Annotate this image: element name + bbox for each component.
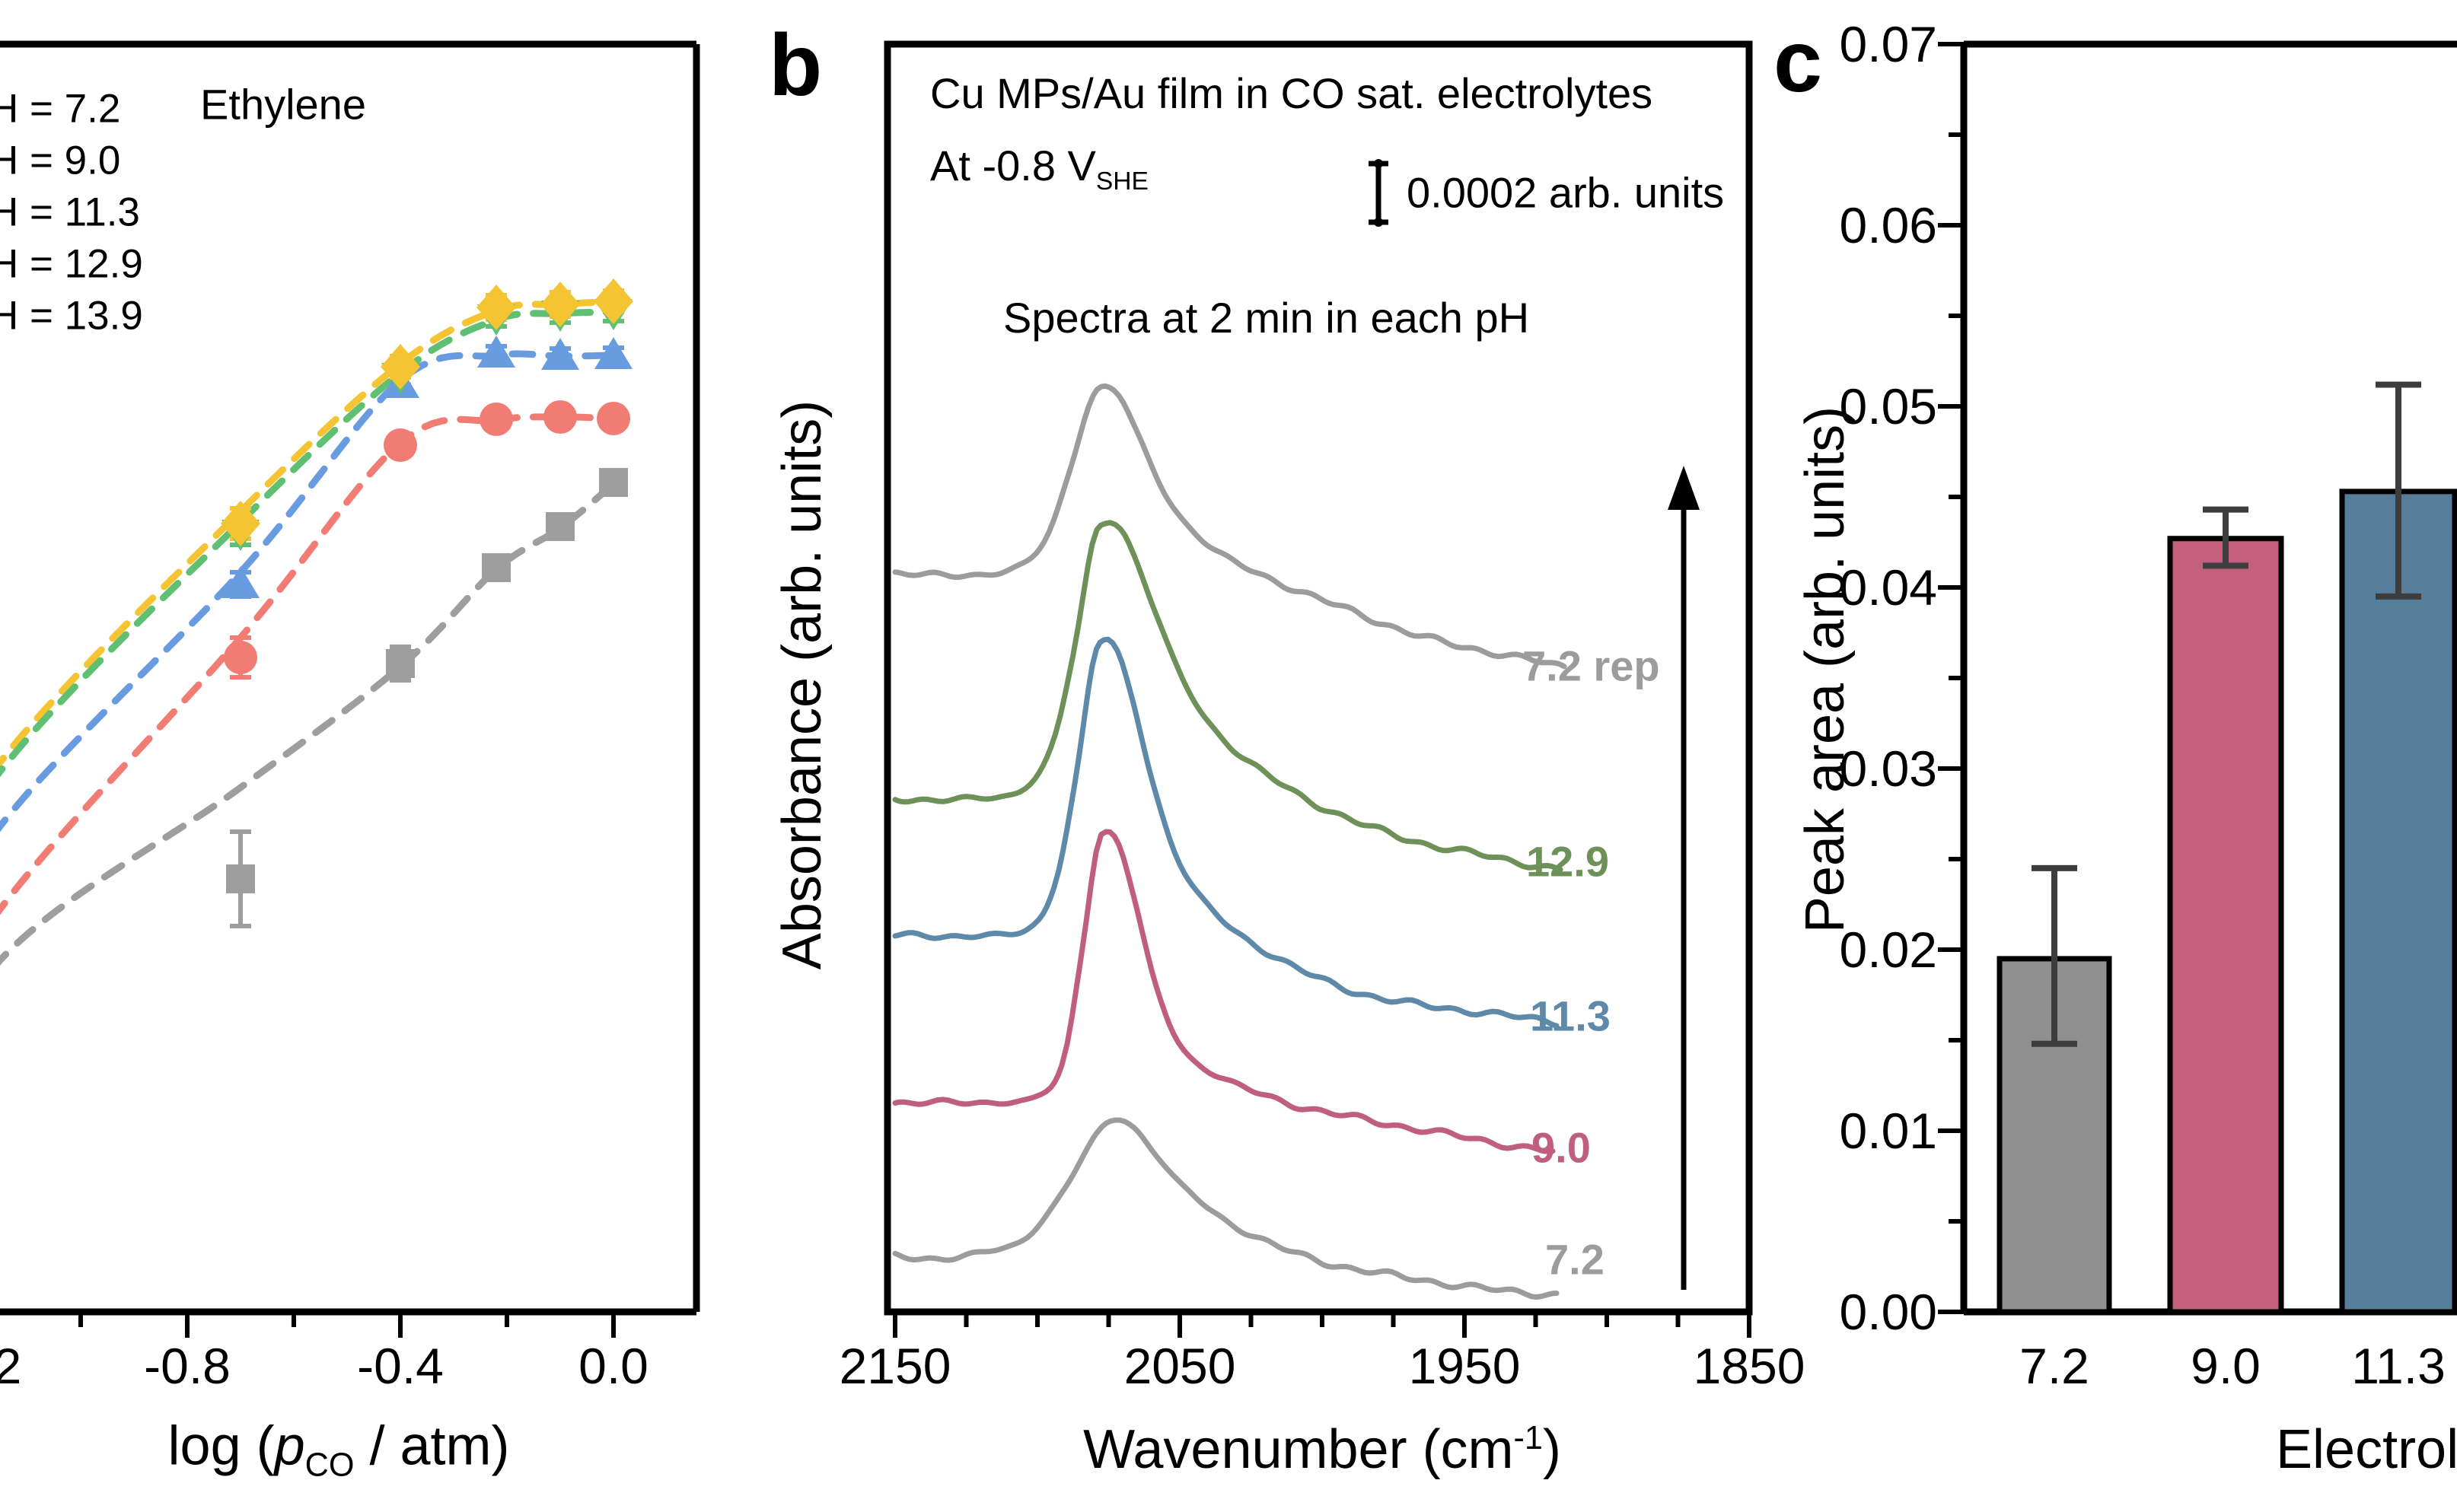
xlabel-a-pre: log ( <box>167 1415 275 1477</box>
up-arrow-icon <box>1668 466 1700 1290</box>
panel-b-xtick-1: 2050 <box>1123 1338 1236 1394</box>
legend-item-3: H = 12.9 <box>0 241 143 287</box>
legend-item-2: H = 11.3 <box>0 189 140 235</box>
panel-c-xtick-2: 11.3 <box>2351 1338 2446 1394</box>
panel-c-xtick-1: 9.0 <box>2191 1338 2261 1394</box>
panel-b-xtick-3: 1850 <box>1693 1338 1805 1394</box>
panel-c-ytick-0.06: 0.06 <box>1839 197 1937 253</box>
xlabel-b-sup: -1 <box>1513 1420 1543 1456</box>
spectrum-label-12-9: 12.9 <box>1526 837 1609 886</box>
spectrum-label-9-0: 9.0 <box>1531 1123 1591 1172</box>
panel-c-error-bars <box>2032 381 2421 1047</box>
panel-b-inner-title: Spectra at 2 min in each pH <box>1003 294 1530 342</box>
panel-c-ytick-0.02: 0.02 <box>1839 922 1937 978</box>
legend-item-4: H = 13.9 <box>0 293 143 339</box>
panel-c-xaxis-label: Electrolyte <box>2276 1419 2457 1480</box>
spectrum-label-7-2-rep: 7.2 rep <box>1522 641 1660 690</box>
panel-a-markers <box>221 279 633 893</box>
panel-c-ytick-0.03: 0.03 <box>1839 740 1937 797</box>
panel-b-yaxis-label: Absorbance (arb. units) <box>772 399 833 970</box>
panel-c-ytick-0.07: 0.07 <box>1839 16 1937 72</box>
potential-sub: SHE <box>1095 167 1149 196</box>
bar-9.0 <box>2167 536 2284 1315</box>
spectrum-label-11-3: 11.3 <box>1530 992 1611 1040</box>
bar-11.3 <box>2339 489 2457 1315</box>
panel-a-fit-lines <box>0 298 617 966</box>
spectrum-label-7-2: 7.2 <box>1545 1235 1605 1284</box>
panel-c-ytick-0.05: 0.05 <box>1839 378 1937 435</box>
panel-a-error-bars <box>230 288 624 928</box>
xlabel-a-p: p <box>274 1415 305 1477</box>
panel-c-ytick-0.01: 0.01 <box>1839 1103 1937 1159</box>
panel-a-xtick-0: 2 <box>0 1338 22 1394</box>
panel-c-ytick-0.04: 0.04 <box>1839 559 1937 616</box>
spectra-curves <box>892 383 1567 1300</box>
xlabel-a-sub: CO <box>304 1447 355 1484</box>
legend-item-0: H = 7.2 <box>0 86 121 132</box>
panel-a-plot <box>0 40 700 1338</box>
panel-c-xtick-0: 7.2 <box>2019 1338 2089 1394</box>
panel-b-header-line1: Cu MPs/Au film in CO sat. electrolytes <box>930 69 1653 117</box>
panel-b-xtick-2: 1950 <box>1408 1338 1521 1394</box>
scalebar-label: 0.0002 arb. units <box>1407 168 1725 217</box>
xlabel-b-post: ) <box>1542 1419 1561 1480</box>
xlabel-b-pre: Wavenumber (cm <box>1083 1419 1514 1480</box>
panel-b-letter: b <box>769 17 823 114</box>
panel-b-xtick-0: 2150 <box>839 1338 951 1394</box>
panel-a-title: Ethylene <box>200 80 366 129</box>
legend-item-1: H = 9.0 <box>0 138 121 183</box>
panel-a-xtick-1: -0.8 <box>144 1338 231 1394</box>
panel-a-xaxis-label: log (pCO / atm) <box>168 1415 510 1484</box>
panel-b-plot <box>884 40 1753 1338</box>
panel-a-xtick-3: 0.0 <box>578 1338 649 1394</box>
panel-c-ytick-0.00: 0.00 <box>1839 1284 1937 1340</box>
panel-b-header-line2: At -0.8 VSHE <box>930 141 1149 196</box>
xlabel-a-post: / atm) <box>354 1415 510 1477</box>
panel-a-xtick-2: -0.4 <box>357 1338 444 1394</box>
scalebar-icon <box>1369 159 1388 227</box>
panel-b-xaxis-label: Wavenumber (cm-1) <box>1083 1418 1561 1481</box>
panel-c-bars <box>1997 489 2457 1315</box>
potential-text: At -0.8 V <box>930 142 1096 189</box>
panel-c-yaxis-label: Peak area (arb. units) <box>1795 406 1856 934</box>
panel-c-letter: c <box>1773 13 1822 110</box>
